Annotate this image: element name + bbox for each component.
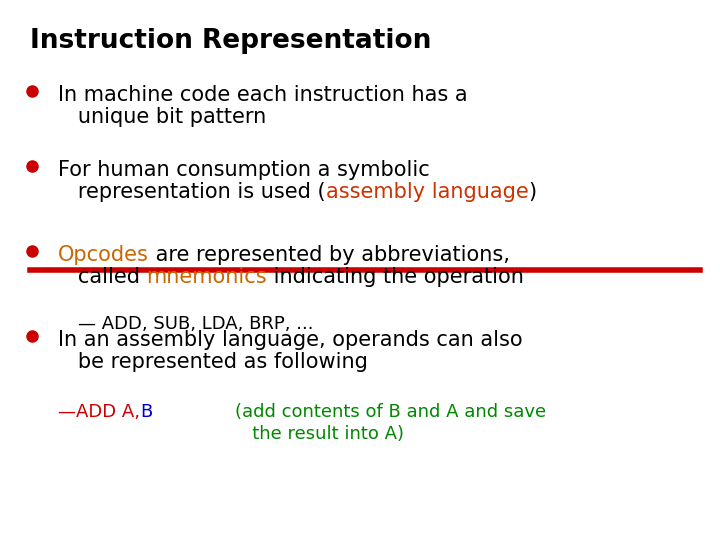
Text: — ADD, SUB, LDA, BRP, ...: — ADD, SUB, LDA, BRP, ... (78, 315, 313, 333)
Text: indicating the operation: indicating the operation (267, 267, 524, 287)
Text: assembly language: assembly language (325, 182, 528, 202)
Text: called: called (58, 267, 147, 287)
Text: For human consumption a symbolic: For human consumption a symbolic (58, 160, 430, 180)
Text: mnemonics: mnemonics (147, 267, 267, 287)
Text: (add contents of B and A and save: (add contents of B and A and save (235, 403, 546, 421)
Text: are represented by abbreviations,: are represented by abbreviations, (149, 245, 510, 265)
Text: be represented as following: be represented as following (58, 352, 368, 372)
Text: representation is used (: representation is used ( (58, 182, 325, 202)
Text: —ADD A,: —ADD A, (58, 403, 140, 421)
Text: In machine code each instruction has a: In machine code each instruction has a (58, 85, 467, 105)
Text: unique bit pattern: unique bit pattern (58, 107, 266, 127)
Text: Instruction Representation: Instruction Representation (30, 28, 431, 54)
Text: ): ) (528, 182, 536, 202)
Text: the result into A): the result into A) (235, 425, 404, 443)
Text: B: B (140, 403, 152, 421)
Text: Opcodes: Opcodes (58, 245, 149, 265)
Text: In an assembly language, operands can also: In an assembly language, operands can al… (58, 330, 523, 350)
